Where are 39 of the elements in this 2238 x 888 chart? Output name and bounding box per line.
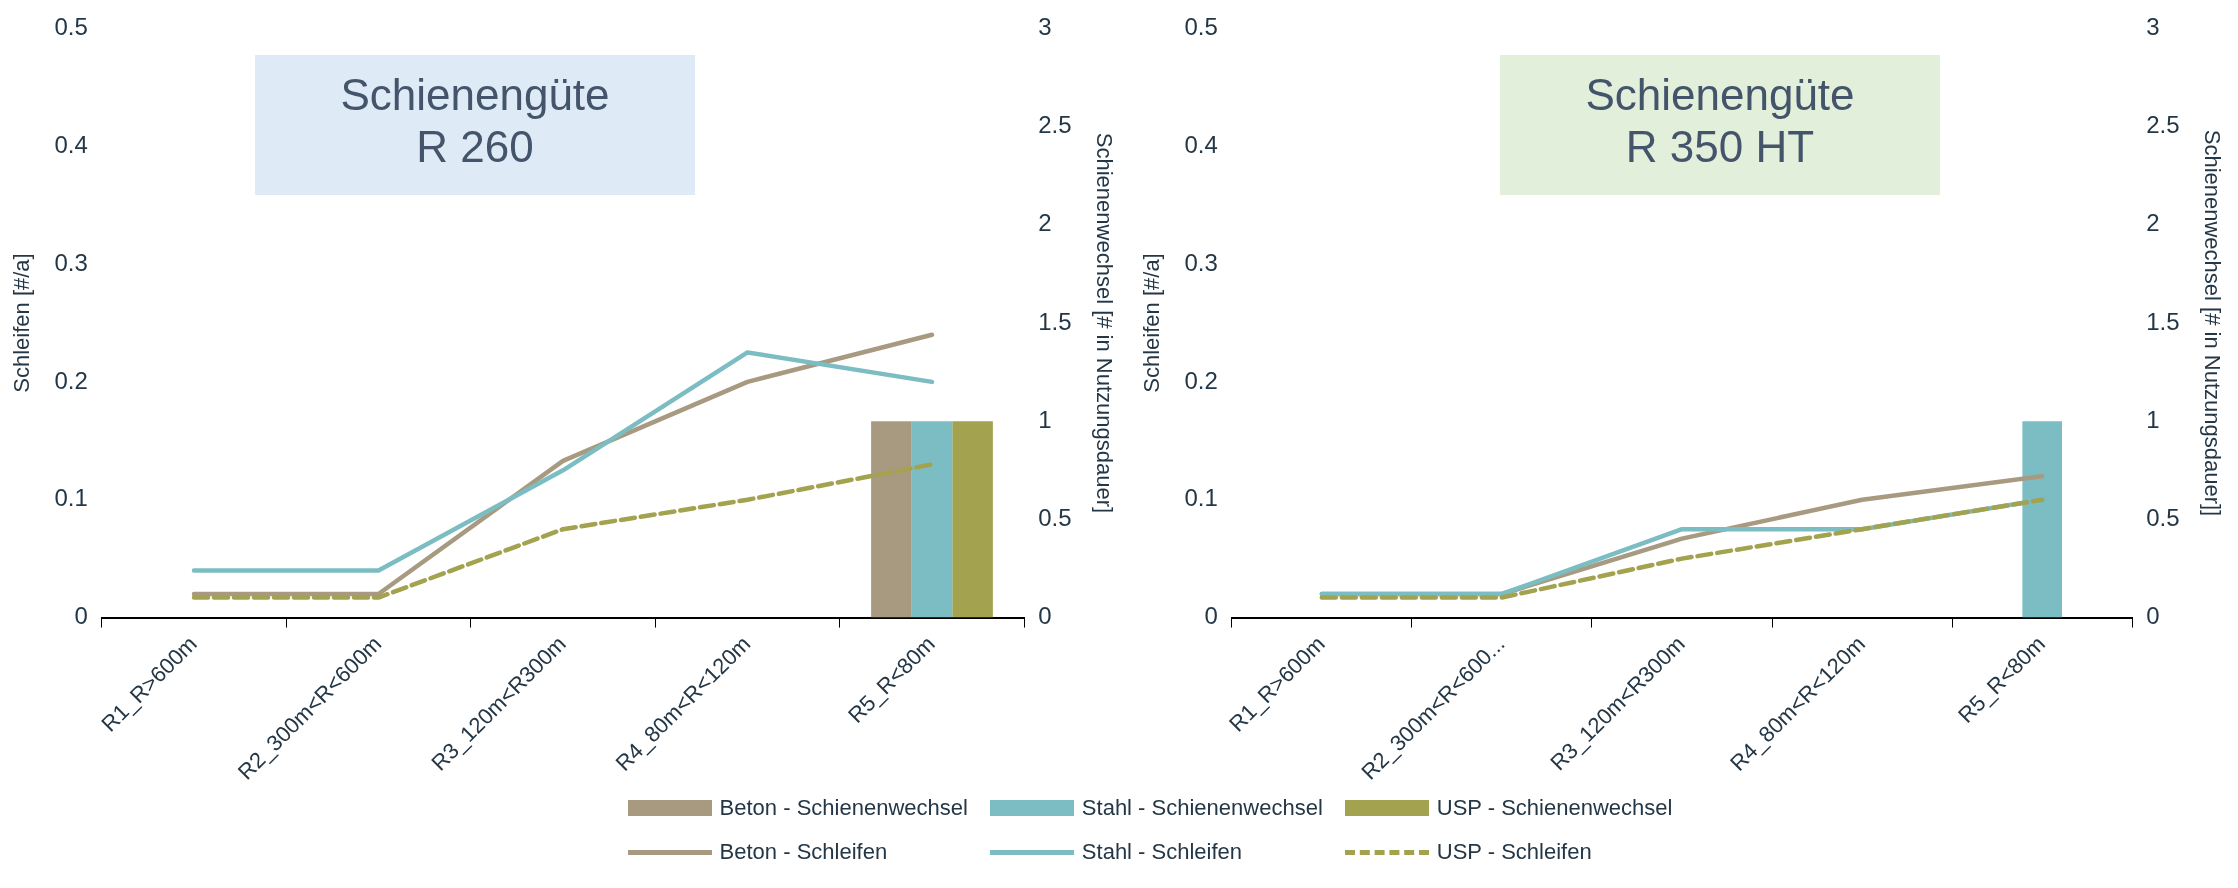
legend-label: Beton - Schienenwechsel xyxy=(719,795,968,821)
y2-tick-label: 1.5 xyxy=(1038,307,1072,335)
y2-tick-label: 2 xyxy=(1038,209,1052,237)
y2-tick-label: 1.5 xyxy=(2146,307,2180,335)
y2-tick-label: 2.5 xyxy=(1038,111,1072,139)
y2-tick-label: 1 xyxy=(1038,405,1052,433)
y2-tick-label: 3 xyxy=(2146,13,2160,41)
text: Schienengüte R 350 HT xyxy=(1584,69,1856,173)
y-tick-label: 0.5 xyxy=(1184,13,1218,41)
y-tick-label: 0.2 xyxy=(1184,366,1218,394)
y-tick-label: 0.3 xyxy=(54,248,88,276)
y-axis-title: Schleifen [#/a] xyxy=(9,253,35,393)
legend-label: USP - Schienenwechsel xyxy=(1436,795,1673,821)
legend-label: Stahl - Schleifen xyxy=(1081,839,1243,865)
y-tick-label: 0 xyxy=(74,602,88,630)
y2-tick-label: 0 xyxy=(1038,602,1052,630)
legend-label: USP - Schleifen xyxy=(1436,839,1592,865)
y2-tick-label: 0.5 xyxy=(1038,503,1072,531)
y2-tick-label: 0 xyxy=(2146,602,2160,630)
y2-tick-label: 0.5 xyxy=(2146,503,2180,531)
legend-label: Beton - Schleifen xyxy=(719,839,888,865)
text: Schienengüte R 260 xyxy=(339,69,611,173)
y2-tick-label: 3 xyxy=(1038,13,1052,41)
y2-tick-label: 2 xyxy=(2146,209,2160,237)
y2-axis-title: Schienenwechsel [# in Nutzungsdauer] xyxy=(1091,132,1117,514)
line-series xyxy=(191,462,935,600)
y-tick-label: 0.5 xyxy=(54,13,88,41)
legend-label: Stahl - Schienenwechsel xyxy=(1081,795,1323,821)
y-tick-label: 0.1 xyxy=(54,484,88,512)
y-tick-label: 0 xyxy=(1204,602,1218,630)
y-tick-label: 0.4 xyxy=(1184,130,1218,158)
y2-axis-title: Schienenwechsel [# in Nutzungsdauer]] xyxy=(2199,129,2225,517)
y-tick-label: 0.3 xyxy=(1184,248,1218,276)
y-axis-title: Schleifen [#/a] xyxy=(1139,253,1165,393)
y-tick-label: 0.4 xyxy=(54,130,88,158)
y2-tick-label: 2.5 xyxy=(2146,111,2180,139)
y2-tick-label: 1 xyxy=(2146,405,2160,433)
y-tick-label: 0.2 xyxy=(54,366,88,394)
y-tick-label: 0.1 xyxy=(1184,484,1218,512)
